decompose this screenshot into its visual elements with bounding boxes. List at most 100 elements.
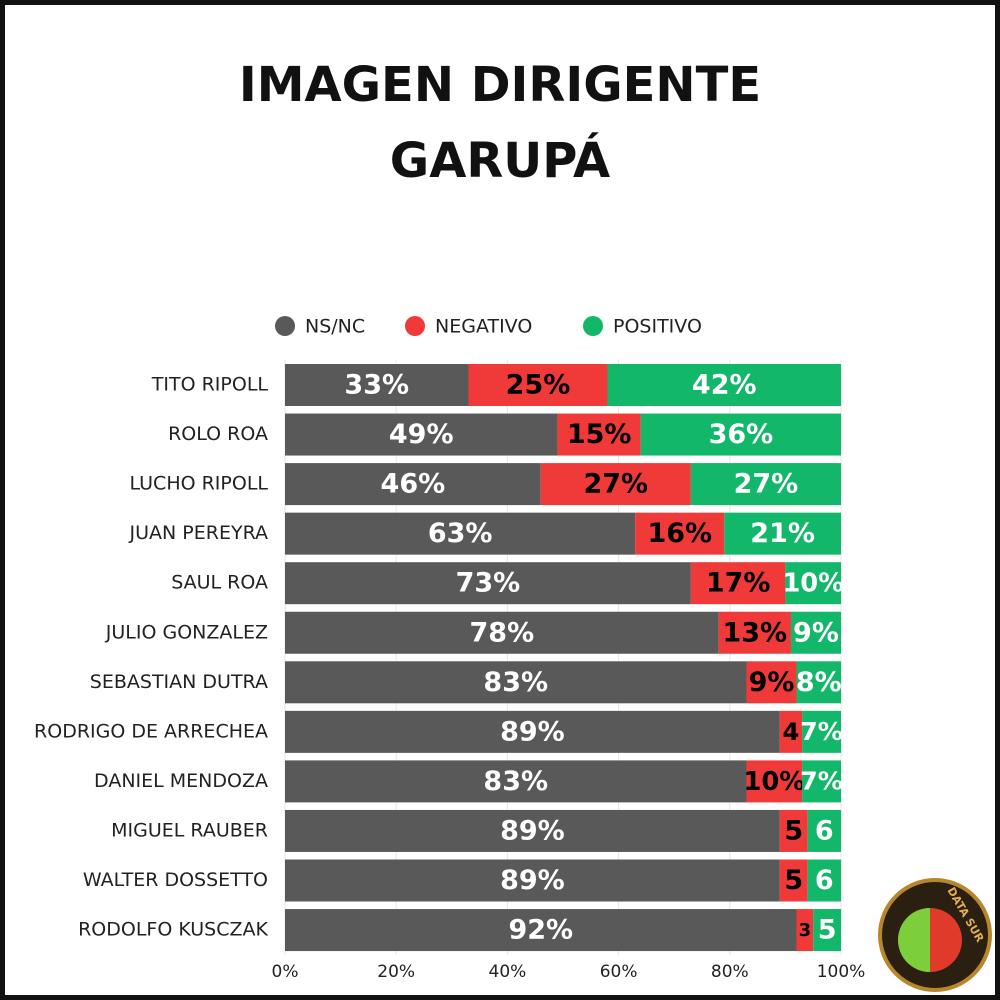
bar-segment <box>802 710 841 753</box>
value-label: 7% <box>800 717 843 746</box>
bar-segment <box>285 413 558 456</box>
value-label: 13% <box>722 617 787 648</box>
bar-segment <box>285 364 469 406</box>
y-tick-label: ROLO ROA <box>168 423 268 445</box>
bar-segment <box>285 760 747 803</box>
chart-title: IMAGEN DIRIGENTE <box>239 57 761 113</box>
y-tick-label: RODOLFO KUSCZAK <box>78 919 268 941</box>
bar-segment <box>807 859 841 902</box>
bar-segment <box>813 909 841 952</box>
value-label: 36% <box>709 419 774 450</box>
x-tick-label: 0% <box>272 962 299 982</box>
y-tick-label: SEBASTIAN DUTRA <box>90 671 268 693</box>
bar-segment <box>607 364 841 406</box>
bar-segment <box>779 710 803 753</box>
value-label: 6 <box>815 815 834 846</box>
value-label: 49% <box>389 419 454 450</box>
value-label: 8% <box>796 667 842 698</box>
bar-segment <box>468 364 608 406</box>
y-tick-label: WALTER DOSSETTO <box>83 869 268 891</box>
value-label: 17% <box>706 568 771 599</box>
x-tick-label: 100% <box>817 962 866 982</box>
x-tick-label: 40% <box>489 962 527 982</box>
bar-segment <box>718 611 791 654</box>
y-tick-label: RODRIGO DE ARRECHEA <box>34 720 268 742</box>
value-label: 89% <box>500 865 565 896</box>
legend-label: NEGATIVO <box>435 316 532 338</box>
bar-segment <box>285 562 691 605</box>
bar-segment <box>796 661 841 704</box>
value-label: 73% <box>456 568 521 599</box>
value-label: 16% <box>647 518 712 549</box>
legend-swatch <box>405 316 425 336</box>
chart-subtitle: GARUPÁ <box>390 132 610 189</box>
y-tick-label: LUCHO RIPOLL <box>130 473 269 495</box>
value-label: 78% <box>470 617 535 648</box>
logo-half <box>898 908 930 972</box>
y-tick-label: JUAN PEREYRA <box>129 522 268 544</box>
value-label: 25% <box>506 370 571 401</box>
value-label: 6 <box>815 865 834 896</box>
y-tick-label: SAUL ROA <box>171 572 268 594</box>
bar-segment <box>796 909 814 952</box>
value-label: 21% <box>750 518 815 549</box>
bar-segment <box>635 512 725 555</box>
value-label: 89% <box>500 716 565 747</box>
value-label: 89% <box>500 815 565 846</box>
value-label: 5 <box>784 865 803 896</box>
value-label: 3 <box>799 920 812 941</box>
bar-segment <box>779 859 808 902</box>
value-label: 9% <box>793 617 839 648</box>
value-label: 46% <box>381 469 446 500</box>
bar-segment <box>285 710 780 753</box>
legend-label: POSITIVO <box>613 316 702 338</box>
bar-segment <box>285 859 780 902</box>
y-tick-label: MIGUEL RAUBER <box>111 819 268 841</box>
bar-segment <box>746 661 797 704</box>
value-label: 83% <box>483 766 548 797</box>
bar-segment <box>285 611 719 654</box>
bar-segment <box>785 562 841 605</box>
x-tick-label: 20% <box>377 962 415 982</box>
legend-swatch <box>583 316 603 336</box>
bar-segment <box>790 611 841 654</box>
value-label: 27% <box>583 469 648 500</box>
bar-segment <box>807 809 841 852</box>
y-tick-label: TITO RIPOLL <box>151 374 269 396</box>
bar-segment <box>285 512 636 555</box>
bar-segment <box>724 512 841 555</box>
y-tick-label: DANIEL MENDOZA <box>94 770 268 792</box>
value-label: 10% <box>744 767 806 797</box>
value-label: 27% <box>734 469 799 500</box>
x-tick-label: 60% <box>600 962 638 982</box>
value-label: 5 <box>784 815 803 846</box>
bar-segment <box>285 661 747 704</box>
legend-swatch <box>275 316 295 336</box>
value-label: 33% <box>344 370 409 401</box>
value-label: 7% <box>800 766 843 795</box>
value-label: 4 <box>783 718 800 746</box>
value-label: 5 <box>818 915 837 946</box>
value-label: 15% <box>567 419 632 450</box>
logo: DATA SUR <box>878 878 992 992</box>
bar-segment <box>285 909 797 952</box>
bar-segment <box>746 760 803 803</box>
value-label: 10% <box>782 569 844 599</box>
value-label: 63% <box>428 518 493 549</box>
value-label: 9% <box>749 667 795 698</box>
bar-segment <box>690 463 841 506</box>
value-label: 42% <box>692 370 757 401</box>
bar-segment <box>557 413 641 456</box>
legend-label: NS/NC <box>305 316 365 338</box>
bar-segment <box>690 562 786 605</box>
bar-segment <box>640 413 841 456</box>
y-tick-label: JULIO GONZALEZ <box>105 621 268 643</box>
bar-segment <box>285 809 780 852</box>
bar-segment <box>779 809 808 852</box>
value-label: 83% <box>483 667 548 698</box>
bar-segment <box>540 463 691 506</box>
bar-segment <box>802 760 841 803</box>
value-label: 92% <box>508 915 573 946</box>
x-tick-label: 80% <box>711 962 749 982</box>
